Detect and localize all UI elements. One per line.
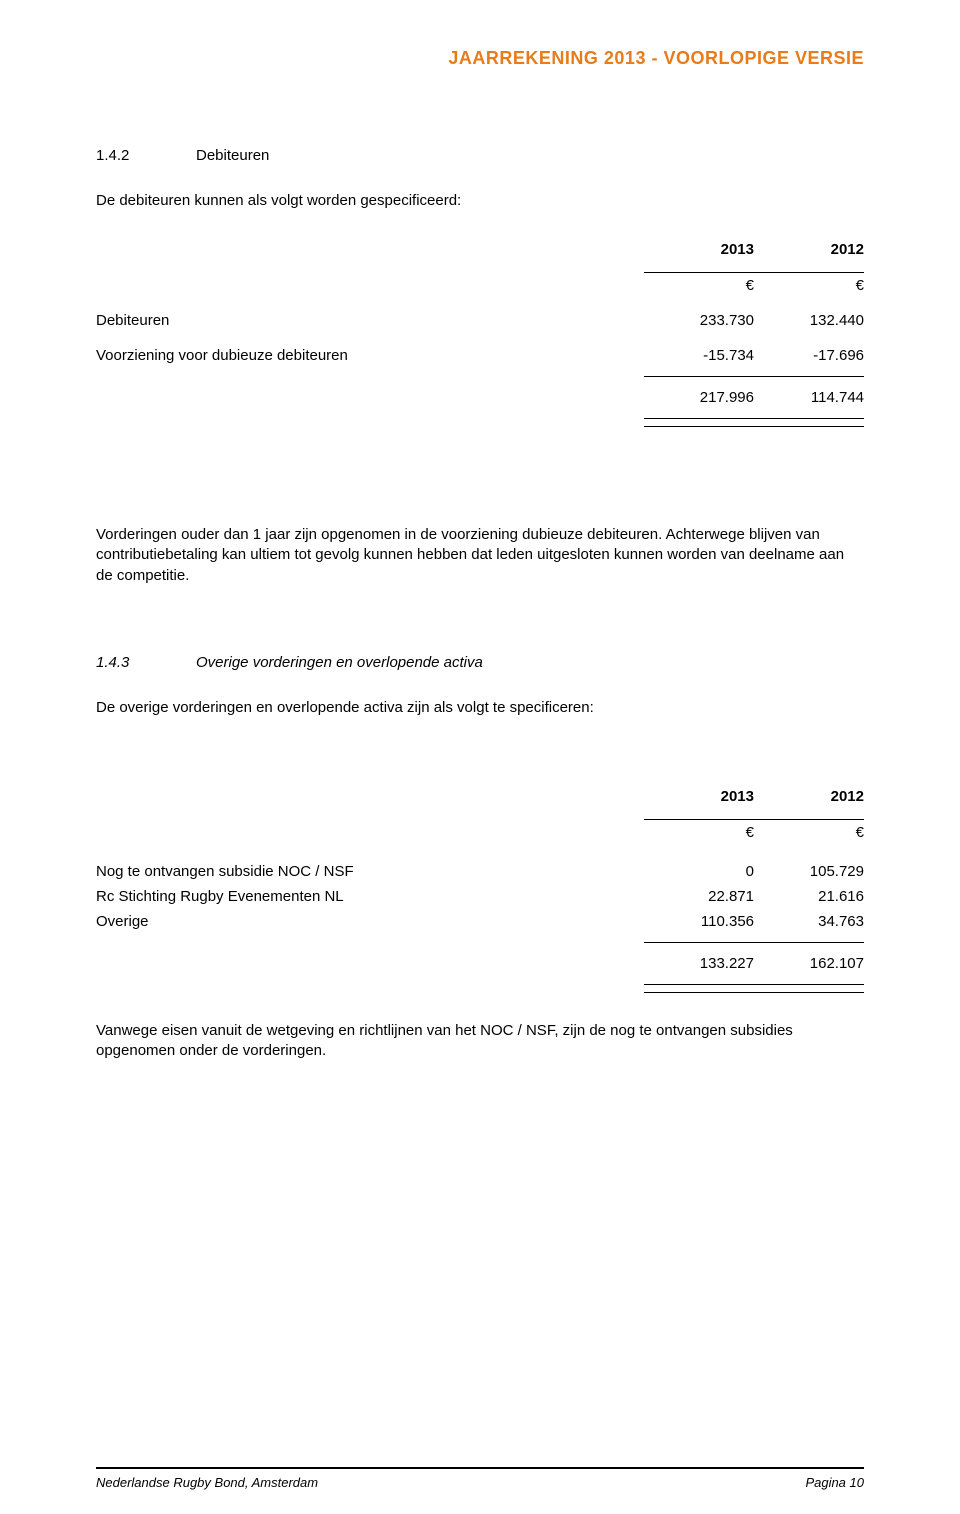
table-row: Rc Stichting Rugby Evenementen NL 22.871… [96, 884, 864, 909]
currency-2: € [754, 273, 864, 299]
page: JAARREKENING 2013 - VOORLOPIGE VERSIE 1.… [0, 0, 960, 1514]
table-row: Overige 110.356 34.763 [96, 909, 864, 934]
col-year-2: 2012 [754, 237, 864, 264]
table-row: Debiteuren 233.730 132.440 [96, 308, 864, 333]
table-total-row: 217.996 114.744 [96, 385, 864, 410]
col-year-2: 2012 [754, 784, 864, 811]
section-1-intro: De debiteuren kunnen als volgt worden ge… [96, 192, 864, 209]
table-row: Nog te ontvangen subsidie NOC / NSF 0 10… [96, 859, 864, 884]
col-year-1: 2013 [644, 237, 754, 264]
currency-2: € [754, 819, 864, 845]
section-1-title: Debiteuren [196, 147, 269, 164]
section-2-number: 1.4.3 [96, 654, 156, 671]
debiteuren-table: 2013 2012 € € Debiteuren 233.730 132.440… [96, 237, 864, 427]
section-1-note: Vorderingen ouder dan 1 jaar zijn opgeno… [96, 525, 864, 586]
section-1-heading: 1.4.2 Debiteuren [96, 147, 864, 164]
footer-right: Pagina 10 [805, 1475, 864, 1490]
page-footer: Nederlandse Rugby Bond, Amsterdam Pagina… [0, 1467, 960, 1490]
section-2-intro: De overige vorderingen en overlopende ac… [96, 699, 864, 716]
currency-1: € [644, 819, 754, 845]
header-banner: JAARREKENING 2013 - VOORLOPIGE VERSIE [96, 48, 864, 69]
section-1-number: 1.4.2 [96, 147, 156, 164]
footer-left: Nederlandse Rugby Bond, Amsterdam [96, 1475, 318, 1490]
overige-table: 2013 2012 € € Nog te ontvangen subsidie … [96, 784, 864, 993]
currency-1: € [644, 273, 754, 299]
col-year-1: 2013 [644, 784, 754, 811]
section-2-title: Overige vorderingen en overlopende activ… [196, 654, 483, 671]
table-row: Voorziening voor dubieuze debiteuren -15… [96, 343, 864, 368]
section-2-heading: 1.4.3 Overige vorderingen en overlopende… [96, 654, 864, 671]
table-total-row: 133.227 162.107 [96, 951, 864, 976]
section-2-note: Vanwege eisen vanuit de wetgeving en ric… [96, 1021, 864, 1062]
